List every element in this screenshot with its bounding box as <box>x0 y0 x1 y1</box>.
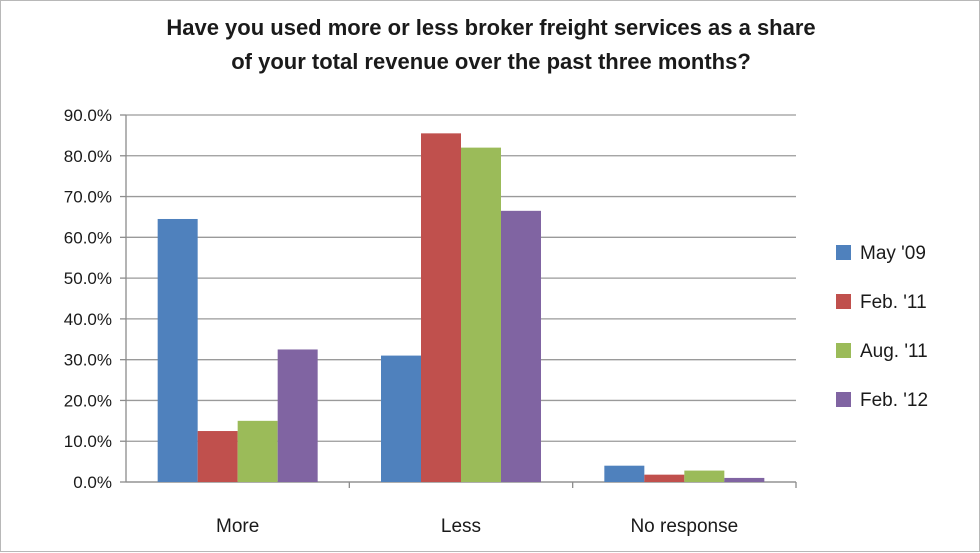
chart-title-line-1: Have you used more or less broker freigh… <box>166 15 816 40</box>
legend-swatch <box>836 392 851 407</box>
bar <box>237 420 278 482</box>
bar <box>461 147 501 482</box>
bar <box>277 349 318 482</box>
bar <box>501 210 541 483</box>
category-label: Less <box>441 516 481 537</box>
bar <box>644 474 685 482</box>
category-label: No response <box>630 516 738 537</box>
y-tick-label: 60.0% <box>64 228 112 247</box>
legend-swatch <box>836 294 851 309</box>
bar <box>197 431 238 482</box>
legend-label: Feb. '11 <box>860 292 927 313</box>
category-label: More <box>216 516 259 537</box>
y-tick-label: 30.0% <box>64 351 112 370</box>
bar <box>421 133 461 482</box>
chart-title: Have you used more or less broker freigh… <box>1 11 980 79</box>
y-tick-label: 50.0% <box>64 269 112 288</box>
bar <box>157 218 198 482</box>
legend-swatch <box>836 343 851 358</box>
bar <box>684 470 725 482</box>
y-tick-label: 0.0% <box>73 473 112 492</box>
legend-label: Aug. '11 <box>860 341 928 362</box>
bar <box>604 465 645 482</box>
y-tick-label: 40.0% <box>64 310 112 329</box>
chart-title-line-2: of your total revenue over the past thre… <box>231 49 751 74</box>
y-tick-label: 10.0% <box>64 432 112 451</box>
legend-label: May '09 <box>860 243 926 264</box>
bar <box>381 355 421 482</box>
legend-label: Feb. '12 <box>860 390 928 411</box>
y-tick-label: 80.0% <box>64 147 112 166</box>
y-tick-label: 70.0% <box>64 188 112 207</box>
y-tick-label: 20.0% <box>64 391 112 410</box>
y-tick-label: 90.0% <box>64 106 112 125</box>
bar <box>724 477 765 482</box>
legend-swatch <box>836 245 851 260</box>
